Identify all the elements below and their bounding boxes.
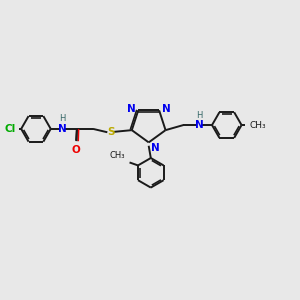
Text: N: N: [127, 103, 136, 114]
Text: N: N: [58, 124, 67, 134]
Text: N: N: [195, 120, 204, 130]
Text: H: H: [196, 111, 203, 120]
Text: O: O: [72, 145, 80, 155]
Text: Cl: Cl: [4, 124, 15, 134]
Text: CH₃: CH₃: [110, 151, 125, 160]
Text: CH₃: CH₃: [250, 121, 266, 130]
Text: N: N: [162, 103, 170, 114]
Text: N: N: [151, 143, 160, 153]
Text: H: H: [59, 114, 65, 123]
Text: S: S: [107, 127, 115, 137]
